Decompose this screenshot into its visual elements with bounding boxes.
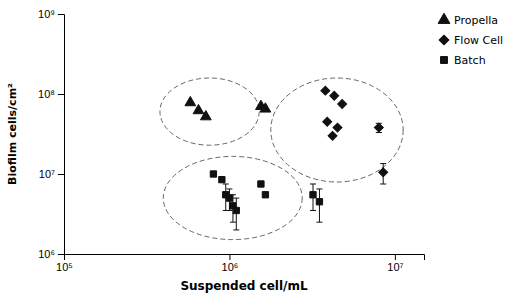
legend-item: Batch	[441, 54, 486, 67]
error-bar	[233, 198, 239, 230]
error-bar	[310, 184, 316, 210]
tick-mark	[395, 254, 396, 260]
y-axis: 10⁶ 10⁷ 10⁸ 10⁹	[38, 8, 64, 260]
point	[321, 86, 330, 95]
legend-symbol	[439, 35, 449, 45]
tick: 10⁷	[39, 168, 64, 180]
tick: 10⁷	[387, 254, 403, 273]
axis-line	[65, 255, 425, 261]
tick: 10⁶	[38, 248, 64, 260]
tick-mark	[58, 94, 64, 95]
tick: 10⁵	[56, 254, 73, 273]
point	[233, 207, 239, 213]
tick-mark	[229, 254, 230, 260]
point	[200, 111, 211, 120]
tick-label: 10⁶	[38, 248, 55, 260]
legend: Propella Flow Cell Batch	[438, 13, 503, 67]
point	[316, 199, 322, 205]
series	[185, 96, 271, 119]
tick-label: 10⁶	[222, 261, 239, 273]
x-axis: 10⁵ 10⁶ 10⁷	[56, 254, 424, 273]
series	[210, 171, 322, 230]
point	[262, 192, 268, 198]
point	[258, 181, 264, 187]
point	[185, 96, 196, 105]
point	[328, 131, 337, 140]
tick: 10⁹	[38, 8, 64, 20]
point	[323, 117, 332, 126]
tick-label: 10⁵	[56, 261, 73, 273]
tick-mark	[58, 254, 64, 255]
point	[310, 192, 316, 198]
x-axis-title: Suspended cell/mL	[180, 279, 307, 293]
point	[379, 168, 388, 177]
point	[374, 123, 383, 132]
plot-area	[160, 78, 403, 240]
ellipse	[163, 156, 302, 239]
point	[210, 171, 216, 177]
point	[330, 91, 339, 100]
point	[193, 104, 204, 113]
axis-line	[58, 15, 65, 255]
point	[333, 123, 342, 132]
y-axis-title: Biofilm cells/cm²	[6, 83, 19, 185]
tick: 10⁸	[38, 88, 64, 100]
series	[321, 86, 388, 184]
point	[338, 100, 347, 109]
point	[219, 176, 225, 182]
error-bar	[316, 189, 322, 222]
legend-label: Propella	[454, 14, 498, 27]
legend-label: Flow Cell	[454, 34, 503, 47]
point	[260, 103, 271, 112]
legend-symbol	[441, 57, 448, 64]
legend-symbol	[438, 13, 450, 23]
tick-mark	[58, 174, 64, 175]
tick-label: 10⁷	[387, 261, 403, 273]
tick-label: 10⁹	[38, 8, 55, 20]
tick-label: 10⁷	[39, 168, 55, 180]
tick-label: 10⁸	[38, 88, 55, 100]
ellipse	[160, 78, 259, 145]
tick-mark	[58, 14, 64, 15]
chart: 10⁵10⁶10⁷10⁶10⁷10⁸10⁹Suspended cell/mLBi…	[0, 0, 520, 300]
point	[226, 195, 232, 201]
legend-item: Flow Cell	[439, 34, 503, 47]
legend-item: Propella	[438, 13, 498, 27]
tick: 10⁶	[222, 254, 239, 273]
legend-label: Batch	[454, 54, 486, 67]
